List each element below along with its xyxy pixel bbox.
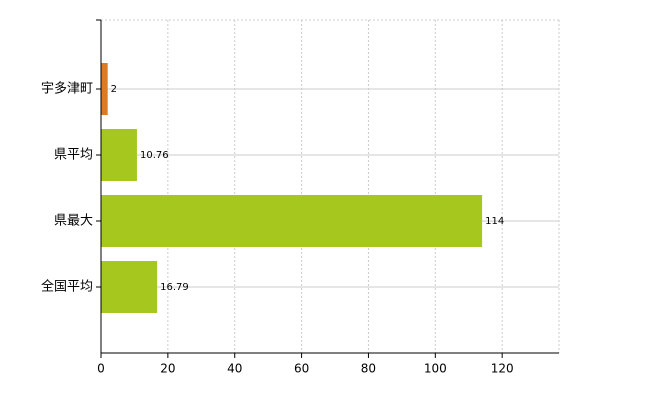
x-tick-label: 120 [491, 362, 514, 376]
bar [101, 195, 483, 247]
y-tick-label: 県最大 [54, 214, 93, 229]
value-label: 2 [111, 84, 117, 95]
x-tick-label: 100 [424, 362, 447, 376]
value-label: 10.76 [140, 150, 169, 161]
x-tick-label: 0 [97, 362, 105, 376]
x-tick-label: 40 [227, 362, 242, 376]
x-tick-label: 80 [361, 362, 376, 376]
value-label: 16.79 [160, 282, 189, 293]
bar [101, 129, 137, 181]
bar [101, 63, 108, 115]
value-label: 114 [485, 216, 504, 227]
y-tick-label: 宇多津町 [41, 81, 93, 97]
x-tick-label: 20 [160, 362, 175, 376]
y-tick-label: 県平均 [54, 148, 93, 163]
y-tick-label: 全国平均 [41, 279, 93, 295]
x-tick-label: 60 [294, 362, 309, 376]
bar [101, 261, 158, 313]
